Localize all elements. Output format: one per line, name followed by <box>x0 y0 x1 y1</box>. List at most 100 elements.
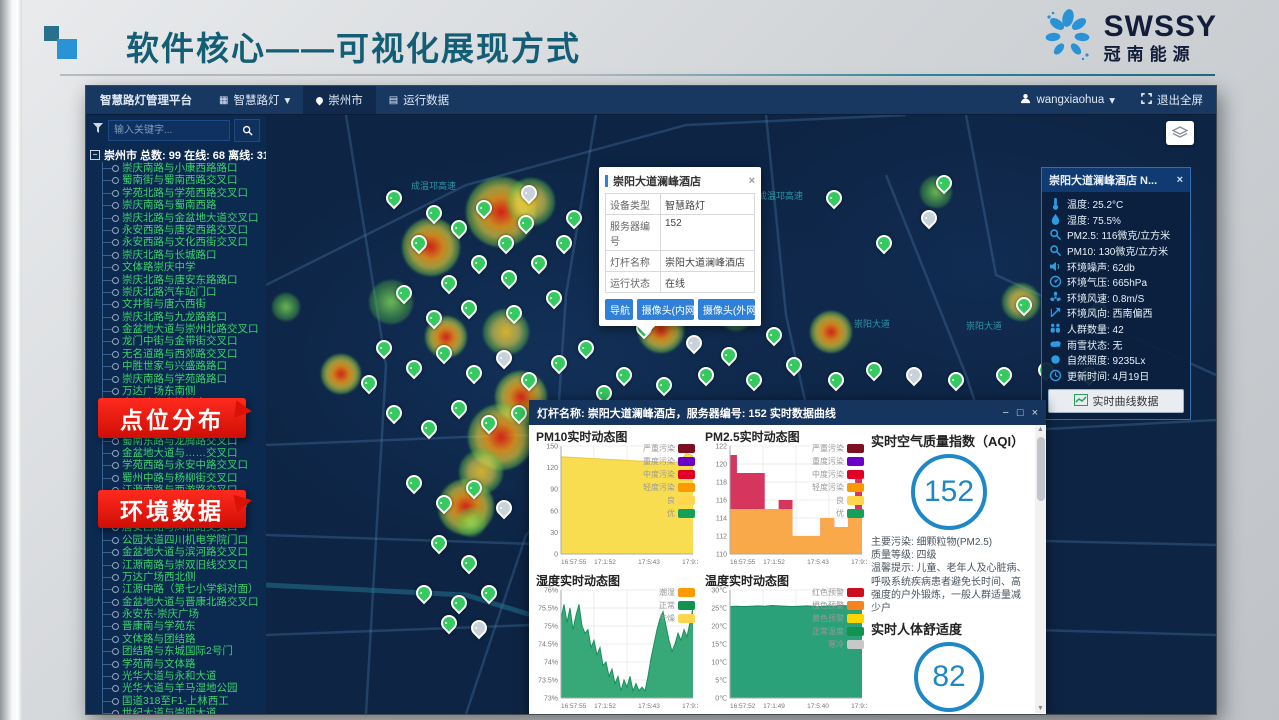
tree-device-item[interactable]: 国道318至F1-上林西工 <box>98 694 264 708</box>
close-icon[interactable]: × <box>1031 406 1038 419</box>
tree-device-item[interactable]: 蜀南街与蜀南西路交叉口 <box>98 174 264 187</box>
streetlight-node-icon <box>112 251 119 259</box>
caret-down-icon: ▾ <box>1109 95 1115 107</box>
nav-item-运行数据[interactable]: ▤ 运行数据 <box>388 94 450 108</box>
map-canvas[interactable]: 成温邛高速 成温邛高速 崇阳大道 崇阳大道 崇阳大道澜峰酒店 × 设备类型 智慧路灯 服务… <box>266 115 1216 714</box>
collapse-icon[interactable]: − <box>90 149 100 160</box>
legend-swatch <box>847 444 864 453</box>
pm10-chart: PM10实时动态图 0 30 60 90 120 150 16:57:55 17:1:52 17… <box>529 425 704 569</box>
exit-fullscreen-button[interactable]: 退出全屏 <box>1128 86 1216 114</box>
tree-device-item[interactable]: 万达广场东南侧 <box>98 385 264 398</box>
env-reading-环境风速: 环境风速: 0.8m/S <box>1049 290 1183 306</box>
streetlight-node-icon <box>112 536 119 544</box>
legend-item: 中度污染 <box>643 468 695 481</box>
svg-text:75%: 75% <box>544 624 558 631</box>
svg-text:17:1:52: 17:1:52 <box>763 559 785 566</box>
legend-swatch <box>678 509 695 518</box>
navigate-button[interactable]: 导航 <box>605 299 633 320</box>
app-brand: 智慧路灯管理平台 <box>100 95 192 107</box>
tree-device-item[interactable]: 江源南路与崇双旧线交叉口 <box>98 558 264 571</box>
data-panel-scrollbar[interactable]: ▲ ▼ <box>1035 425 1046 713</box>
tree-device-item[interactable]: 学苑北路与学苑西路交叉口 <box>98 186 264 200</box>
tree-device-item[interactable]: 文体路崇庆中学 <box>98 261 264 274</box>
tree-device-item[interactable]: 中胜世家与兴盛路路口 <box>98 360 264 373</box>
svg-text:5℃: 5℃ <box>715 678 727 685</box>
tree-device-item[interactable]: 永安西路与文化西街交叉口 <box>98 236 264 249</box>
tree-device-item[interactable]: 崇庆南路与小康西路路口 <box>98 162 264 175</box>
tree-device-item[interactable]: 金盆地大道与晋康北路交叉口 <box>98 595 264 609</box>
close-icon[interactable]: × <box>748 175 755 187</box>
thermometer-icon <box>1049 197 1062 211</box>
aqi-value-ring: 152 <box>911 454 987 530</box>
tree-device-item[interactable]: 金盆地大道与崇州北路交叉口 <box>98 323 264 336</box>
tree-device-item[interactable]: 金盆地大道与滨河路交叉口 <box>98 546 264 559</box>
tree-device-item[interactable]: 光华大道与羊马湿地公园 <box>98 682 264 695</box>
legend-swatch <box>847 496 864 505</box>
svg-text:17:5:40: 17:5:40 <box>807 703 829 710</box>
nav-item-智慧路灯[interactable]: ▦ 智慧路灯 ▾ <box>219 94 291 108</box>
tree-device-item[interactable]: 万达广场西北侧 <box>98 570 264 584</box>
tree-device-item[interactable]: 崇庆北路与九龙路路口 <box>98 310 264 324</box>
streetlight-node-icon <box>112 598 119 606</box>
tree-device-item[interactable]: 光华大道与永和大道 <box>98 670 264 683</box>
filter-icon[interactable] <box>92 121 104 139</box>
map-layers-button[interactable] <box>1166 121 1194 145</box>
search-input[interactable] <box>108 119 230 141</box>
tree-device-item[interactable]: 金盆地大道与……交叉口 <box>98 446 264 460</box>
nav-item-崇州市[interactable]: 崇州市 <box>303 86 376 114</box>
user-menu[interactable]: wangxiaohua ▾ <box>1007 86 1128 114</box>
tree-device-item[interactable]: 崇庆北路与长城路口 <box>98 248 264 262</box>
tree-device-item[interactable]: 无名道路与西郊路交叉口 <box>98 347 264 361</box>
svg-text:17:9:37: 17:9:37 <box>682 703 698 710</box>
legend-swatch <box>678 444 695 453</box>
scrollbar-thumb[interactable] <box>1036 437 1045 501</box>
streetlight-node-icon <box>112 202 119 210</box>
env-panel-title: 崇阳大道澜峰酒店 N... <box>1049 175 1158 187</box>
environment-panel: 崇阳大道澜峰酒店 N... × 温度: 25.2°C 湿度: 75.5% PM2.5… <box>1041 167 1191 421</box>
tree-device-item[interactable]: 学苑西路与永安中路交叉口 <box>98 459 264 472</box>
tree-device-item[interactable]: 学苑南与文体路 <box>98 657 264 671</box>
user-icon <box>1020 93 1031 107</box>
svg-text:16:57:55: 16:57:55 <box>561 703 587 710</box>
svg-text:90: 90 <box>550 487 558 494</box>
streetlight-node-icon <box>112 264 119 272</box>
tree-root-label: 崇州市 总数: 99 在线: 68 离线: 31 <box>104 149 266 162</box>
tree-device-item[interactable]: 永安西路与唐安西路交叉口 <box>98 223 264 237</box>
tree-device-item[interactable]: 文井街与唐六西街 <box>98 298 264 311</box>
camera-internal-button[interactable]: 摄像头(内网 <box>636 299 694 320</box>
legend-swatch <box>678 496 695 505</box>
tree-device-item[interactable]: 崇庆北路汽车站门口 <box>98 285 264 299</box>
legend-item: 黄色预警 <box>812 612 864 625</box>
tree-device-item[interactable]: 崇庆北路与金盆地大道交叉口 <box>98 211 264 224</box>
env-reading-湿度: 湿度: 75.5% <box>1049 212 1183 228</box>
tree-device-item[interactable]: 文体路与团结路 <box>98 632 264 646</box>
minimize-icon[interactable]: − <box>1002 406 1009 419</box>
close-icon[interactable]: × <box>1176 174 1183 186</box>
tree-device-item[interactable]: 蜀州中路与杨柳街交叉口 <box>98 471 264 485</box>
tree-device-item[interactable]: 崇庆北路与唐安东路路口 <box>98 273 264 286</box>
tree-device-item[interactable]: 龙门中街与金带街交叉口 <box>98 335 264 348</box>
realtime-curve-button[interactable]: 实时曲线数据 <box>1048 389 1184 414</box>
tree-device-item[interactable]: 江源中路（第七小学斜对面） <box>98 583 264 596</box>
streetlight-node-icon <box>112 673 119 681</box>
streetlight-node-icon <box>112 685 119 693</box>
tree-device-item[interactable]: 世纪大道与崇阳大道 <box>98 707 264 714</box>
restore-icon[interactable]: □ <box>1016 406 1024 419</box>
legend-item: 优 <box>643 507 695 520</box>
company-logo: SWSSY 冠南能源 <box>1042 8 1217 67</box>
camera-external-button[interactable]: 摄像头(外网 <box>697 299 755 320</box>
legend-item: 中度污染 <box>812 468 864 481</box>
streetlight-node-icon <box>112 350 119 358</box>
tree-device-item[interactable]: 永安东-崇庆广场 <box>98 608 264 621</box>
tree-device-item[interactable]: 崇庆南路与学苑路路口 <box>98 372 264 386</box>
legend-item: 轻度污染 <box>812 481 864 494</box>
tree-device-item[interactable]: 崇庆南路与蜀南西路 <box>98 199 264 212</box>
tree-device-item[interactable]: 团结路与东城国际2号门 <box>98 645 264 658</box>
tree-root-node[interactable]: − 崇州市 总数: 99 在线: 68 离线: 31 <box>90 147 266 162</box>
tree-device-item[interactable]: 公园大道四川机电学院门口 <box>98 533 264 547</box>
title-square-decoration-dark <box>44 26 59 41</box>
search-button[interactable] <box>234 118 260 142</box>
env-reading-人群数量: 人群数量: 42 <box>1049 321 1183 337</box>
tree-device-item[interactable]: 晋康南与学苑东 <box>98 620 264 633</box>
streetlight-node-icon <box>112 313 119 321</box>
